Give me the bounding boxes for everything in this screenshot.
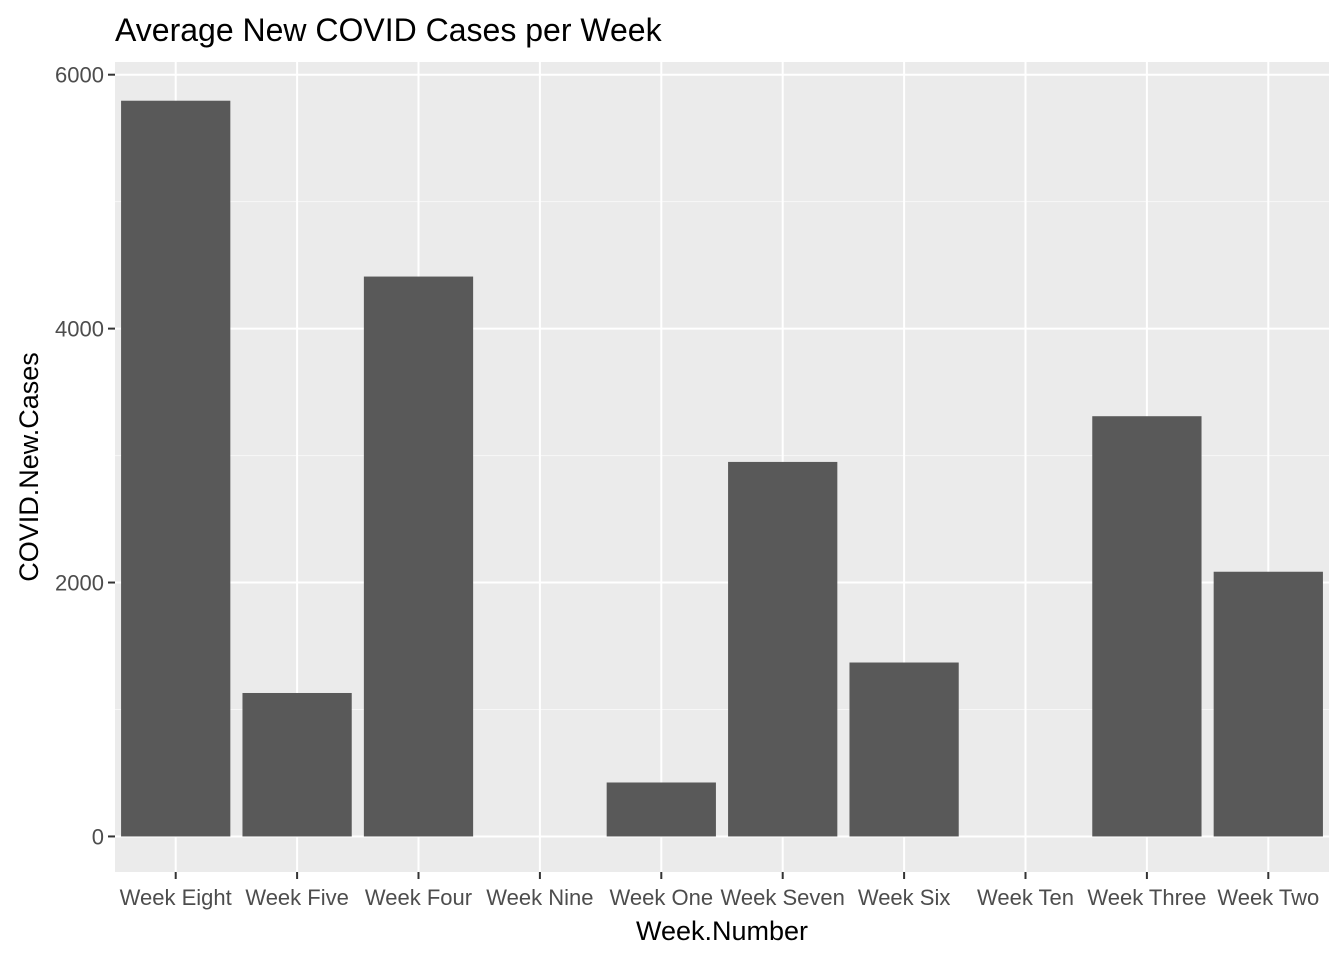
y-axis: 0 2000 4000 6000 xyxy=(55,63,115,849)
y-tick-label: 4000 xyxy=(55,317,104,342)
x-tick-label: Week One xyxy=(610,885,714,910)
y-axis-title: COVID.New.Cases xyxy=(14,352,44,582)
x-axis-title: Week.Number xyxy=(636,916,808,946)
x-tick-label: Week Nine xyxy=(486,885,593,910)
x-tick-label: Week Six xyxy=(858,885,951,910)
y-tick-label: 2000 xyxy=(55,571,104,596)
x-axis: Week Eight Week Five Week Four Week Nine Wee… xyxy=(120,872,1319,910)
x-tick-label: Week Four xyxy=(365,885,472,910)
bars xyxy=(121,100,1323,837)
bar xyxy=(1092,416,1202,837)
bar xyxy=(1213,571,1323,837)
bar xyxy=(606,782,716,837)
y-tick-label: 6000 xyxy=(55,63,104,88)
bar xyxy=(849,662,959,837)
x-tick-label: Week Ten xyxy=(977,885,1074,910)
bar xyxy=(121,100,231,837)
x-tick-label: Week Seven xyxy=(721,885,845,910)
chart-title: Average New COVID Cases per Week xyxy=(115,12,663,48)
bar xyxy=(363,276,474,837)
x-tick-label: Week Eight xyxy=(120,885,232,910)
x-tick-label: Week Two xyxy=(1217,885,1319,910)
y-tick-label: 0 xyxy=(92,824,104,849)
x-tick-label: Week Three xyxy=(1087,885,1206,910)
x-tick-label: Week Five xyxy=(245,885,349,910)
bar xyxy=(728,461,838,837)
bar xyxy=(242,692,352,837)
